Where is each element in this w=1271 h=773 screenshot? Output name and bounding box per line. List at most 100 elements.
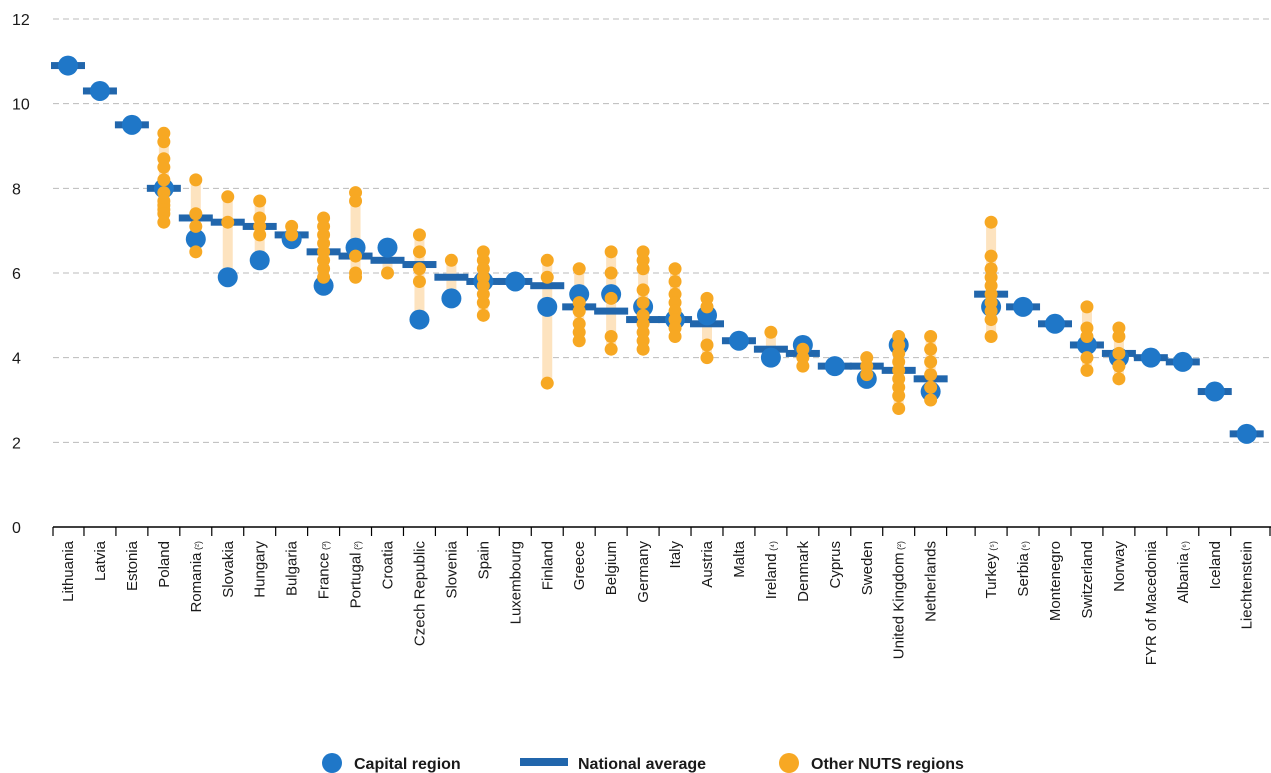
category-note: (⁵): [988, 541, 998, 553]
capital-point: [760, 347, 781, 368]
other-region-point: [157, 160, 171, 174]
legend: Capital region National average Other NU…: [322, 753, 964, 773]
y-tick-label: 2: [12, 435, 21, 452]
range-bar: [350, 192, 361, 278]
legend-capital-marker: [322, 753, 342, 773]
other-region-point: [412, 262, 426, 276]
capital-point: [249, 250, 270, 271]
category-label: Belgium: [603, 541, 620, 595]
y-tick-label: 0: [12, 520, 21, 537]
legend-other-marker: [779, 753, 799, 773]
other-region-point: [189, 207, 203, 221]
y-tick-label: 4: [12, 351, 21, 368]
other-region-point: [700, 351, 714, 365]
category-label: Germany: [635, 541, 652, 603]
category-label: Czech Republic: [411, 541, 428, 647]
category-label: Greece: [571, 541, 588, 590]
other-region-point: [924, 380, 938, 394]
other-region-point: [984, 215, 998, 229]
other-region-point: [1080, 300, 1094, 314]
category-note: (²): [896, 541, 906, 553]
other-region-point: [604, 266, 618, 280]
category-label: Denmark: [795, 541, 812, 602]
y-tick-label: 10: [12, 97, 30, 114]
range-bar: [702, 298, 712, 358]
other-region-point: [924, 330, 938, 343]
category-label: Slovenia: [443, 540, 460, 598]
capital-point: [121, 114, 142, 135]
category-label: FYR of Macedonia: [1143, 540, 1160, 665]
category-note: (²): [353, 541, 363, 553]
other-region-point: [604, 342, 618, 356]
national-average-bar: [594, 307, 629, 315]
category-label: Sweden: [859, 541, 876, 595]
range-bar: [765, 332, 776, 358]
y-tick-label: 6: [12, 266, 21, 283]
other-region-point: [412, 274, 426, 288]
other-region-point: [157, 173, 171, 187]
other-region-point: [572, 304, 586, 318]
other-region-point: [1080, 330, 1094, 343]
capital-point: [1140, 347, 1161, 368]
category-note: (⁶): [1180, 541, 1190, 553]
other-region-point: [1080, 351, 1094, 365]
other-region-point: [221, 190, 235, 204]
other-region-point: [636, 262, 650, 276]
range-bar: [222, 196, 233, 278]
other-region-point: [700, 338, 714, 352]
category-label: Turkey (⁵): [983, 541, 1000, 599]
category-label: Ireland (⁴): [763, 541, 780, 599]
other-region-point: [984, 313, 998, 327]
legend-national-label: National average: [578, 756, 706, 773]
other-region-point: [604, 330, 618, 343]
category-label: Serbia (⁶): [1015, 541, 1032, 597]
other-region-point: [984, 330, 998, 343]
other-region-point: [984, 249, 998, 263]
capital-point: [1236, 423, 1257, 444]
other-region-point: [540, 253, 554, 267]
category-label: Poland: [156, 541, 173, 588]
other-region-point: [892, 389, 906, 403]
other-region-point: [285, 228, 299, 242]
other-region-point: [253, 194, 267, 208]
capital-point: [1045, 313, 1065, 334]
other-region-point: [540, 376, 554, 390]
other-region-point: [253, 228, 267, 242]
other-region-point: [636, 342, 650, 356]
category-note: (²): [193, 541, 203, 553]
category-label: Iceland: [1207, 541, 1224, 589]
category-label: Romania (²): [188, 541, 205, 613]
legend-capital-label: Capital region: [354, 756, 461, 773]
other-region-point: [636, 283, 650, 297]
capital-point: [217, 267, 238, 288]
category-label: Portugal (²): [348, 541, 365, 608]
capital-point: [377, 237, 398, 258]
capital-point: [537, 296, 558, 317]
category-label: Austria: [699, 540, 716, 587]
other-region-point: [349, 270, 363, 284]
range-bar: [542, 260, 553, 384]
national-average-bar: [370, 256, 405, 264]
category-label: Hungary: [252, 541, 269, 598]
capital-point: [1204, 381, 1225, 402]
other-region-point: [476, 308, 490, 322]
other-region-point: [349, 194, 363, 208]
category-note: (⁴): [768, 541, 778, 553]
capital-point: [1013, 296, 1034, 317]
national-average-bar: [434, 273, 469, 281]
other-region-point: [157, 215, 171, 229]
capital-point: [728, 330, 749, 351]
other-region-point: [412, 228, 426, 242]
category-label: Albania (⁶): [1175, 541, 1192, 603]
other-region-point: [1112, 346, 1126, 360]
other-region-point: [668, 274, 682, 288]
capital-point: [185, 229, 206, 250]
other-region-point: [668, 330, 682, 343]
other-region-point: [189, 173, 203, 187]
other-region-point: [924, 342, 938, 356]
capital-point: [441, 288, 462, 309]
other-region-point: [1112, 359, 1126, 373]
category-label: Lithuania: [60, 540, 77, 602]
marks-layer: [51, 55, 1264, 444]
